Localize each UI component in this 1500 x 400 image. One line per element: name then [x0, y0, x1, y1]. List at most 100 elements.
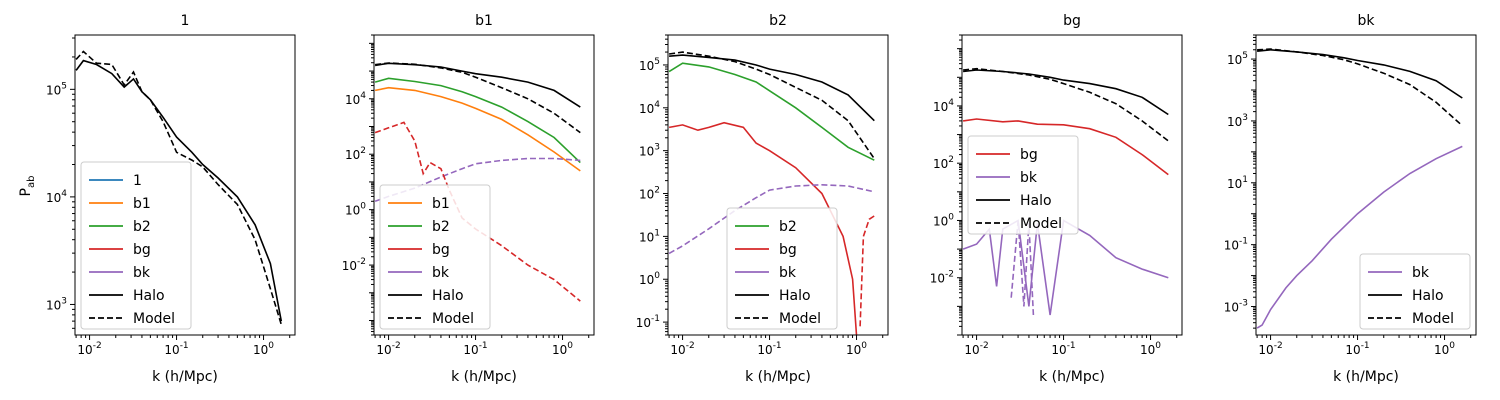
legend-entry-Halo: Halo — [1412, 288, 1444, 304]
legend: b1 b2 bg bk Halo Model — [379, 184, 491, 330]
axes-frame — [961, 34, 1183, 336]
series-line-bg — [374, 121, 581, 302]
legend-entry-1: 1 — [133, 173, 142, 189]
series-line-Model — [75, 50, 283, 325]
y-tick-label: 100 — [933, 212, 954, 228]
axes-frame — [74, 34, 296, 336]
y-tick-label: 103 — [639, 143, 660, 159]
series-line-Halo — [374, 62, 581, 108]
legend-entry-b1: b1 — [133, 196, 151, 212]
panel-title: b1 — [475, 13, 493, 29]
x-tick-label: 10-1 — [757, 341, 781, 357]
x-tick-label: 100 — [552, 341, 573, 357]
legend-entry-Model: Model — [432, 311, 474, 327]
y-tick-label: 104 — [639, 100, 660, 116]
legend-entry-bk: bk — [432, 265, 450, 281]
legend-entry-bg: bg — [133, 242, 151, 258]
x-axis-label: k (h/Mpc) — [745, 369, 811, 385]
legend: b2 bg bk Halo Model — [726, 207, 838, 330]
y-tick-label: 102 — [345, 146, 366, 162]
series-group — [75, 50, 283, 325]
y-axis-label-subscript: ab — [26, 176, 37, 188]
series-line-b1 — [374, 86, 581, 172]
series-line-Model — [1257, 48, 1463, 127]
y-tick-label: 100 — [345, 202, 366, 218]
series-line-Halo — [1257, 48, 1463, 99]
x-axis-label: k (h/Mpc) — [1333, 369, 1399, 385]
panel-title: 1 — [181, 13, 190, 29]
series-line-Model — [375, 62, 581, 134]
legend-entry-Halo: Halo — [133, 288, 165, 304]
x-tick-label: 100 — [846, 341, 867, 357]
x-tick-label: 10-2 — [670, 341, 694, 357]
legend-entry-bk: bk — [1020, 170, 1038, 186]
legend-entry-bg: bg — [432, 242, 450, 258]
panel-title: b2 — [769, 13, 787, 29]
legend-entry-Halo: Halo — [779, 288, 811, 304]
x-tick-label: 10-1 — [1051, 341, 1075, 357]
legend: bk Halo Model — [1359, 253, 1471, 330]
x-tick-label: 10-1 — [1345, 341, 1369, 357]
series-line-bk — [668, 183, 875, 255]
x-axis-label: k (h/Mpc) — [451, 369, 517, 385]
series-line-bk — [962, 219, 1169, 316]
y-tick-label: 100 — [639, 271, 660, 287]
x-axis-label: k (h/Mpc) — [1039, 369, 1105, 385]
legend-box — [726, 207, 838, 330]
x-tick-label: 100 — [1434, 341, 1455, 357]
y-tick-label: 10-3 — [1224, 299, 1248, 315]
y-tick-label: 102 — [639, 186, 660, 202]
series-line-bg — [962, 118, 1169, 176]
x-tick-label: 10-2 — [964, 341, 988, 357]
y-axis-label: Pab — [18, 176, 37, 197]
legend-entry-b2: b2 — [133, 219, 151, 235]
series-line-bk — [1256, 145, 1463, 329]
y-tick-label: 101 — [1227, 175, 1248, 191]
x-tick-label: 10-2 — [376, 341, 400, 357]
y-tick-label: 103 — [46, 296, 67, 312]
series-line-b2 — [374, 77, 581, 164]
y-tick-label: 10-2 — [930, 270, 954, 286]
panel-b2: b2 10-2 10-1 100 10-1 100 101 102 103 104 105 k (h/… — [636, 13, 889, 385]
panel-title: bg — [1063, 13, 1081, 29]
y-tick-label: 10-2 — [342, 257, 366, 273]
legend-entry-bk: bk — [133, 265, 151, 281]
legend-entry-bg: bg — [779, 242, 797, 258]
x-tick-label: 10-2 — [77, 341, 101, 357]
series-line-bk — [1010, 220, 1035, 316]
panel-title: bk — [1358, 13, 1376, 29]
panel-bg: bg 10-2 10-1 100 10-2 100 102 104 k (h/Mpc) bg b… — [930, 13, 1183, 385]
y-tick-label: 105 — [46, 81, 67, 97]
legend-box — [967, 135, 1079, 235]
x-axis-label: k (h/Mpc) — [152, 369, 218, 385]
legend: bg bk Halo Model — [967, 135, 1079, 235]
legend-entry-Model: Model — [133, 311, 175, 327]
x-tick-label: 10-1 — [164, 341, 188, 357]
series-group — [962, 67, 1169, 316]
series-line-bg — [859, 215, 875, 327]
y-tick-label: 104 — [345, 91, 366, 107]
series-line-bg — [668, 121, 858, 335]
legend-entry-b2: b2 — [432, 219, 450, 235]
legend-entry-bk: bk — [1412, 265, 1430, 281]
legend-entry-Model: Model — [1020, 216, 1062, 232]
legend-entry-bg: bg — [1020, 147, 1038, 163]
series-line-Halo — [669, 54, 875, 122]
series-line-Model — [963, 67, 1169, 142]
legend-entry-Model: Model — [1412, 311, 1454, 327]
x-tick-label: 100 — [1140, 341, 1161, 357]
legend-entry-b1: b1 — [432, 196, 450, 212]
y-tick-label: 101 — [639, 228, 660, 244]
x-tick-label: 10-1 — [463, 341, 487, 357]
x-tick-label: 100 — [253, 341, 274, 357]
y-tick-label: 103 — [1227, 113, 1248, 129]
series-line-Halo — [75, 59, 283, 322]
series-group — [1256, 48, 1463, 329]
legend-box — [379, 184, 491, 330]
x-tick-label: 10-2 — [1258, 341, 1282, 357]
y-tick-label: 10-1 — [636, 314, 660, 330]
legend-entry-Halo: Halo — [432, 288, 464, 304]
